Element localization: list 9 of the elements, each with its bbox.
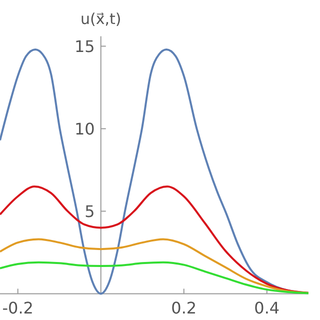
- x-tick-label: -0.2: [2, 298, 34, 318]
- x-tick-label: 0.2: [171, 298, 197, 318]
- line-series: [0, 261, 310, 294]
- y-axis-title: u(x⃗,t): [80, 10, 122, 28]
- y-tick-label: 15: [74, 37, 95, 56]
- y-tick-label: 5: [84, 202, 95, 222]
- y-tick-label: 10: [74, 120, 95, 139]
- line-series: [0, 185, 310, 294]
- x-tick-label: 0.4: [254, 298, 280, 318]
